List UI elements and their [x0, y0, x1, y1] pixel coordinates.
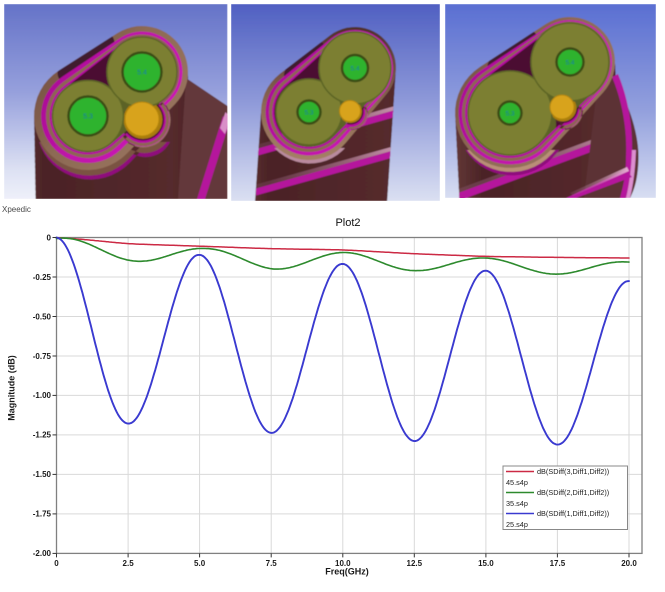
svg-text:5.4: 5.4: [350, 66, 359, 73]
svg-text:10.0: 10.0: [335, 559, 351, 568]
svg-text:20.0: 20.0: [621, 559, 637, 568]
svg-text:dB(SDiff(3,Diff1,Diff2)): dB(SDiff(3,Diff1,Diff2)): [537, 467, 609, 476]
svg-text:5.3: 5.3: [83, 114, 93, 121]
svg-text:-0.25: -0.25: [33, 273, 52, 282]
svg-text:-1.00: -1.00: [33, 391, 52, 400]
svg-text:-2.00: -2.00: [33, 549, 52, 558]
svg-text:5.3: 5.3: [304, 110, 313, 117]
svg-text:-0.50: -0.50: [33, 312, 52, 321]
svg-text:Magnitude (dB): Magnitude (dB): [7, 355, 17, 421]
svg-text:-1.25: -1.25: [33, 431, 52, 440]
svg-text:15.0: 15.0: [478, 559, 494, 568]
svg-text:-1.75: -1.75: [33, 510, 52, 519]
svg-text:Xpeedic: Xpeedic: [2, 205, 31, 214]
svg-text:-1.50: -1.50: [33, 470, 52, 479]
svg-text:17.5: 17.5: [550, 559, 566, 568]
svg-text:25.s4p: 25.s4p: [506, 520, 528, 529]
svg-text:-0.75: -0.75: [33, 352, 52, 361]
svg-text:dB(SDiff(1,Diff1,Diff2)): dB(SDiff(1,Diff1,Diff2)): [537, 509, 609, 518]
svg-text:45.s4p: 45.s4p: [506, 478, 528, 487]
svg-text:5.3: 5.3: [505, 111, 514, 118]
svg-text:2.5: 2.5: [123, 559, 135, 568]
svg-text:12.5: 12.5: [407, 559, 423, 568]
svg-text:5.0: 5.0: [194, 559, 206, 568]
svg-text:0: 0: [54, 559, 59, 568]
svg-text:0: 0: [47, 233, 52, 242]
svg-text:Freq(GHz): Freq(GHz): [325, 567, 369, 577]
svg-text:5.4: 5.4: [565, 60, 574, 67]
svg-text:dB(SDiff(2,Diff1,Diff2)): dB(SDiff(2,Diff1,Diff2)): [537, 488, 609, 497]
svg-text:35.s4p: 35.s4p: [506, 499, 528, 508]
svg-text:5.4: 5.4: [137, 70, 147, 77]
svg-text:7.5: 7.5: [266, 559, 278, 568]
svg-text:Plot2: Plot2: [335, 217, 360, 229]
